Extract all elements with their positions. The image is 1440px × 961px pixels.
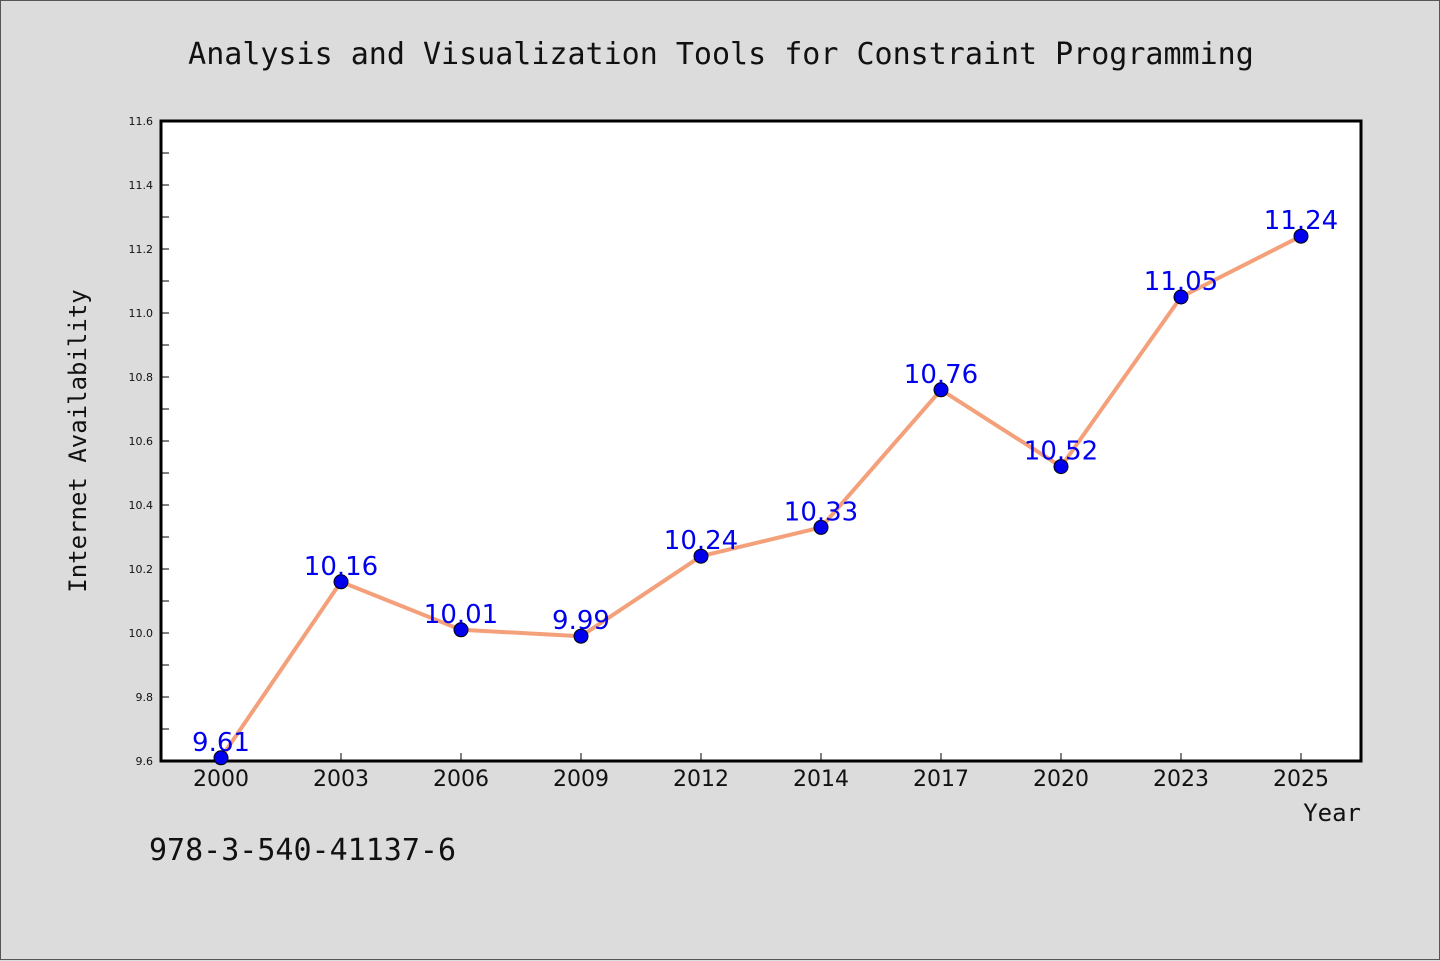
series-group: [213, 228, 1309, 766]
x-tick-label: 2012: [673, 767, 729, 792]
y-tick-label: 10.8: [129, 371, 154, 384]
series-line: [219, 234, 1302, 759]
data-label: 9.99: [552, 606, 610, 636]
data-point: [933, 382, 949, 398]
y-tick-label: 9.8: [136, 691, 154, 704]
data-label: 9.61: [192, 728, 250, 758]
y-tick-label: 11.0: [129, 307, 154, 320]
x-tick-label: 2023: [1153, 767, 1209, 792]
x-tick-label: 2009: [553, 767, 609, 792]
x-tick-label: 2020: [1033, 767, 1089, 792]
data-point: [693, 548, 709, 564]
data-point: [813, 519, 829, 535]
y-tick-label: 10.4: [129, 499, 154, 512]
x-axis-title: Year: [1303, 799, 1361, 827]
data-label: 10.52: [1024, 437, 1098, 467]
y-tick-label: 9.6: [136, 755, 154, 768]
x-tick-label: 2017: [913, 767, 969, 792]
x-axis: 2000 2003 2006 2009 2012 2014 2017 2020 2023 2025: [193, 753, 1329, 792]
x-tick-label: 2025: [1273, 767, 1329, 792]
y-tick-label: 10.2: [129, 563, 154, 576]
data-label: 10.16: [304, 552, 378, 582]
data-label: 10.24: [664, 526, 738, 556]
y-axis-title: Internet Availability: [64, 289, 92, 592]
y-tick-label: 10.0: [129, 627, 154, 640]
data-point: [1293, 228, 1309, 244]
x-tick-label: 2006: [433, 767, 489, 792]
x-tick-label: 2003: [313, 767, 369, 792]
y-tick-label: 11.2: [129, 243, 154, 256]
isbn-caption: 978-3-540-41137-6: [149, 833, 457, 868]
data-point: [213, 750, 229, 766]
data-labels: 9.61 10.16 10.01 9.99 10.24 10.33 10.76 10.52 11…: [192, 206, 1338, 758]
data-point: [333, 574, 349, 590]
y-axis: 9.6 9.8 10.0 10.2 10.4 10.6 10.8 11.0 11.2 11.4 11…: [129, 115, 169, 768]
data-point: [1173, 289, 1189, 305]
data-label: 10.76: [904, 360, 978, 390]
chart-title: Analysis and Visualization Tools for Con…: [188, 37, 1254, 72]
data-point: [1053, 459, 1069, 475]
y-tick-label: 11.6: [129, 115, 154, 128]
y-tick-label: 10.6: [129, 435, 154, 448]
x-tick-label: 2000: [193, 767, 249, 792]
y-tick-label: 11.4: [129, 179, 154, 192]
data-point: [573, 628, 589, 644]
data-label: 11.24: [1264, 206, 1338, 236]
data-label: 11.05: [1144, 267, 1218, 297]
data-label: 10.33: [784, 497, 858, 527]
data-point: [453, 622, 469, 638]
x-tick-label: 2014: [793, 767, 849, 792]
plot-area: [159, 119, 1363, 763]
data-label: 10.01: [424, 600, 498, 630]
